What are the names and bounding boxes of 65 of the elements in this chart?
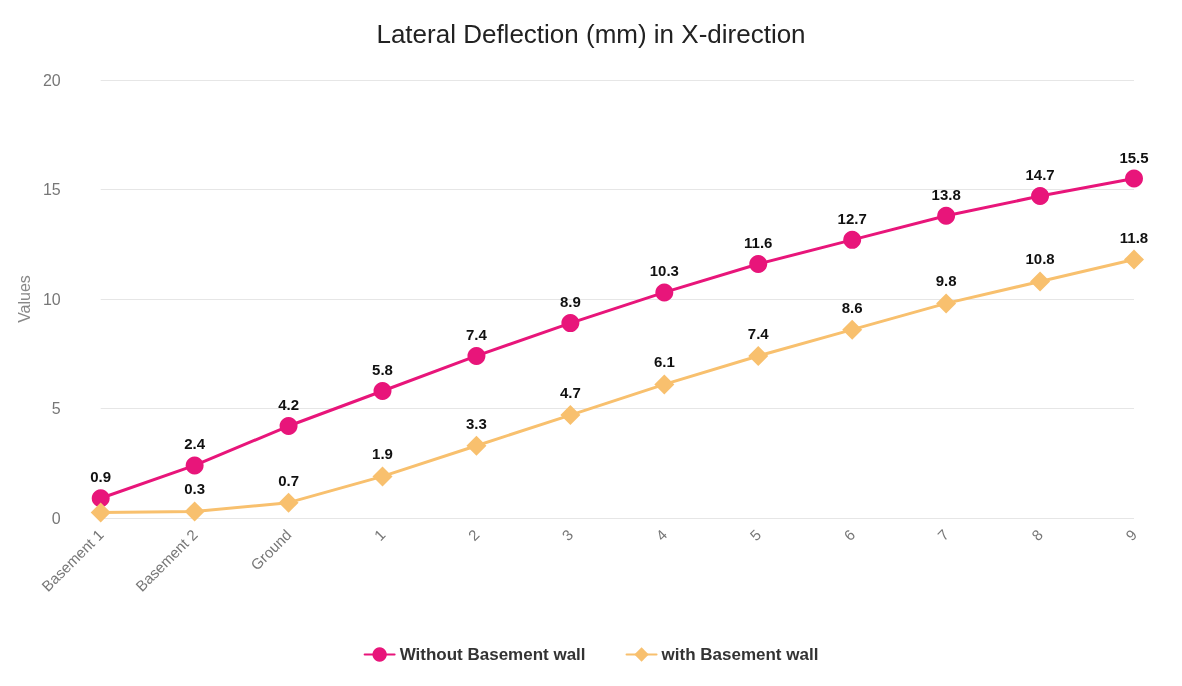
point: [373, 381, 392, 400]
point: [1125, 169, 1143, 188]
data-label: 6.1: [653, 353, 675, 371]
data-label: 15.5: [1119, 148, 1149, 166]
data-label: 12.7: [837, 209, 867, 227]
data-label: 11.6: [744, 233, 773, 251]
point: [90, 502, 111, 523]
point: [466, 435, 487, 456]
point: [560, 405, 581, 426]
point: [467, 346, 486, 365]
data-label: 7.4: [466, 325, 488, 343]
data-label: 13.8: [931, 185, 961, 203]
data-label: 7.4: [747, 324, 770, 342]
point: [749, 254, 768, 273]
x-tick-label: 5: [746, 525, 765, 544]
x-tick-label: 9: [1122, 525, 1141, 544]
x-tick-label: 4: [652, 525, 671, 544]
point: [278, 492, 299, 513]
point: [184, 501, 205, 522]
y-axis-title: Values: [15, 275, 33, 323]
data-label: 5.8: [372, 360, 393, 378]
chart-title: Lateral Deflection (mm) in X-direction: [376, 19, 806, 49]
point: [185, 456, 204, 475]
data-label: 11.8: [1119, 228, 1149, 246]
data-label: 9.8: [935, 272, 957, 290]
x-tick-label: 6: [840, 525, 859, 544]
data-label: 0.3: [184, 480, 206, 498]
data-label: 0.9: [90, 468, 112, 486]
point: [372, 466, 393, 487]
x-tick-label: 7: [934, 525, 953, 544]
y-tick-label: 10: [42, 290, 61, 308]
data-label: 0.7: [278, 471, 299, 489]
point: [936, 293, 957, 314]
point: [279, 417, 298, 436]
y-tick-label: 5: [51, 400, 61, 417]
point: [91, 489, 110, 508]
x-tick-label: 1: [370, 525, 389, 544]
data-label: 1.9: [372, 445, 393, 463]
point: [655, 283, 674, 302]
point: [748, 345, 769, 366]
point: [1031, 187, 1050, 206]
x-tick-label: 8: [1028, 525, 1047, 544]
y-tick-label: 20: [42, 71, 61, 89]
y-tick-label: 15: [42, 181, 61, 198]
data-label: 8.9: [559, 293, 581, 311]
legend-label: with Basement wall: [660, 645, 819, 664]
data-label: 4.7: [559, 384, 581, 402]
legend-label: Without Basement wall: [399, 645, 586, 664]
data-label: 3.3: [466, 414, 487, 432]
point: [1124, 249, 1144, 270]
data-label: 8.6: [841, 298, 863, 316]
point: [843, 230, 862, 249]
x-tick-label: 2: [464, 525, 483, 544]
data-label: 10.8: [1025, 250, 1055, 268]
point: [842, 319, 863, 340]
data-label: 10.3: [649, 262, 679, 280]
point: [654, 374, 675, 395]
point: [1030, 271, 1051, 292]
x-tick-label: 3: [558, 525, 577, 544]
point: [561, 314, 580, 333]
data-label: 4.2: [278, 396, 299, 414]
data-label: 14.7: [1025, 166, 1055, 184]
data-label: 2.4: [184, 435, 206, 453]
y-tick-label: 0: [51, 509, 61, 527]
point: [937, 206, 956, 225]
